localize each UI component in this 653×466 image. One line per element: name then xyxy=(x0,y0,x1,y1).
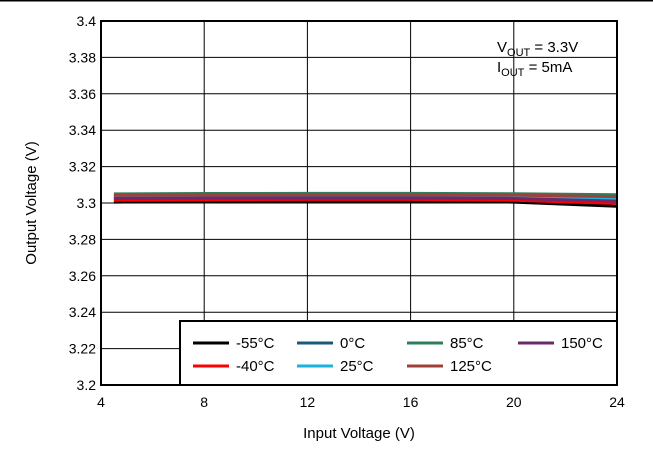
legend: -55°C -40°C 0°C 25°C 85°C 125°C 150°C xyxy=(179,320,618,386)
y-tick-label: 3.4 xyxy=(77,13,97,29)
x-tick-label: 4 xyxy=(97,394,105,410)
x-tick-label: 24 xyxy=(609,394,625,410)
y-tick-label: 3.26 xyxy=(69,268,96,284)
legend-label: -55°C xyxy=(236,335,275,352)
x-tick-labels: 4 8 12 16 20 24 xyxy=(97,394,625,410)
y-tick-label: 3.34 xyxy=(69,122,96,138)
y-tick-label: 3.36 xyxy=(69,86,96,102)
series-line xyxy=(113,199,618,208)
y-tick-labels: 3.2 3.22 3.24 3.26 3.28 3.3 3.32 3.34 3.36 3.38 3.… xyxy=(69,13,96,393)
iout-annotation: IOUT = 5mA xyxy=(497,59,572,79)
legend-label: 25°C xyxy=(340,358,374,375)
x-tick-label: 16 xyxy=(403,394,419,410)
legend-box xyxy=(179,320,618,386)
y-tick-label: 3.24 xyxy=(69,304,96,320)
y-axis-label: Output Voltage (V) xyxy=(23,141,40,264)
legend-label: -40°C xyxy=(236,358,275,375)
x-tick-label: 8 xyxy=(200,394,208,410)
figure-top-rule xyxy=(0,0,653,2)
y-tick-label: 3.32 xyxy=(69,159,96,175)
x-axis-label: Input Voltage (V) xyxy=(303,425,415,442)
vout-annotation: VOUT = 3.3V xyxy=(497,39,578,59)
legend-label: 85°C xyxy=(450,335,484,352)
y-tick-label: 3.2 xyxy=(77,377,97,393)
series-line xyxy=(113,196,618,203)
y-tick-label: 3.38 xyxy=(69,49,96,65)
y-tick-label: 3.22 xyxy=(69,341,96,357)
condition-annotation: VOUT = 3.3V IOUT = 5mA xyxy=(497,39,578,79)
series-layer xyxy=(113,191,618,208)
x-tick-label: 20 xyxy=(506,394,522,410)
y-tick-label: 3.28 xyxy=(69,231,96,247)
series-line xyxy=(113,193,618,199)
legend-label: 0°C xyxy=(340,335,365,352)
y-tick-label: 3.3 xyxy=(77,195,97,211)
legend-label: 150°C xyxy=(561,335,603,352)
x-tick-label: 12 xyxy=(300,394,316,410)
legend-label: 125°C xyxy=(450,358,492,375)
